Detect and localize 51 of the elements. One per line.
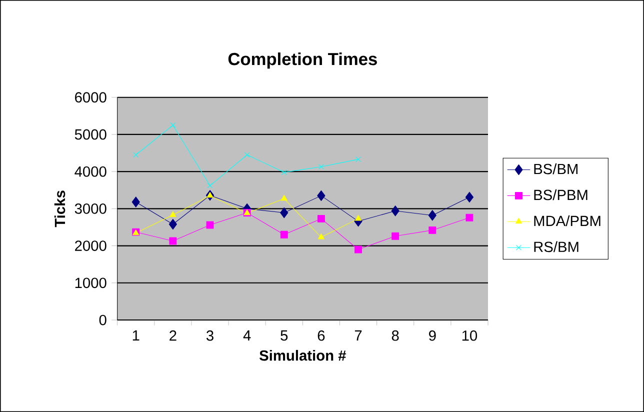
y-tick-label: 4000 bbox=[74, 166, 106, 177]
point bbox=[318, 234, 324, 240]
point bbox=[428, 210, 436, 221]
point bbox=[244, 152, 250, 158]
x-tick-label: 10 bbox=[462, 330, 478, 341]
x-tick-label: 9 bbox=[429, 330, 436, 341]
legend-label: BS/PBM bbox=[534, 189, 588, 200]
point bbox=[354, 246, 362, 254]
y-tick-label: 0 bbox=[99, 314, 106, 326]
x-tick-label: 7 bbox=[354, 330, 362, 340]
point bbox=[391, 206, 400, 216]
point bbox=[170, 122, 176, 128]
point bbox=[206, 221, 214, 229]
legend-label: BS/BM bbox=[534, 163, 578, 174]
point bbox=[318, 164, 324, 170]
x-axis-title: Simulation # bbox=[259, 350, 346, 361]
point bbox=[317, 190, 326, 202]
y-tick-label: 3000 bbox=[74, 203, 106, 214]
point bbox=[169, 237, 177, 245]
point bbox=[133, 152, 139, 158]
point bbox=[206, 192, 214, 198]
point bbox=[280, 230, 288, 238]
point bbox=[132, 196, 140, 208]
point bbox=[281, 170, 287, 176]
point bbox=[465, 192, 474, 203]
y-tick-label: 5000 bbox=[74, 129, 106, 140]
x-tick-label: 3 bbox=[206, 330, 214, 341]
x-tick-label: 6 bbox=[318, 330, 325, 341]
legend-label: RS/BM bbox=[534, 241, 578, 252]
point bbox=[280, 207, 288, 218]
y-tick-label: 1000 bbox=[75, 278, 106, 288]
point bbox=[428, 226, 436, 234]
point bbox=[170, 211, 176, 217]
y-axis-title: Ticks bbox=[54, 190, 66, 228]
legend-label: MDA/PBM bbox=[534, 215, 600, 226]
chart-title: Completion Times bbox=[228, 52, 377, 69]
y-tick-label: 6000 bbox=[75, 92, 106, 103]
x-tick-label: 5 bbox=[280, 330, 288, 341]
point bbox=[354, 214, 362, 221]
point bbox=[168, 218, 177, 230]
point bbox=[207, 182, 213, 188]
point bbox=[392, 232, 400, 240]
x-tick-label: 4 bbox=[243, 330, 251, 340]
x-tick-label: 2 bbox=[170, 330, 176, 341]
y-tick-label: 2000 bbox=[75, 240, 106, 251]
point bbox=[356, 156, 361, 162]
x-tick-label: 1 bbox=[132, 330, 140, 340]
point bbox=[466, 214, 474, 222]
point bbox=[317, 214, 325, 222]
point bbox=[280, 194, 288, 201]
x-tick-label: 8 bbox=[392, 330, 399, 341]
